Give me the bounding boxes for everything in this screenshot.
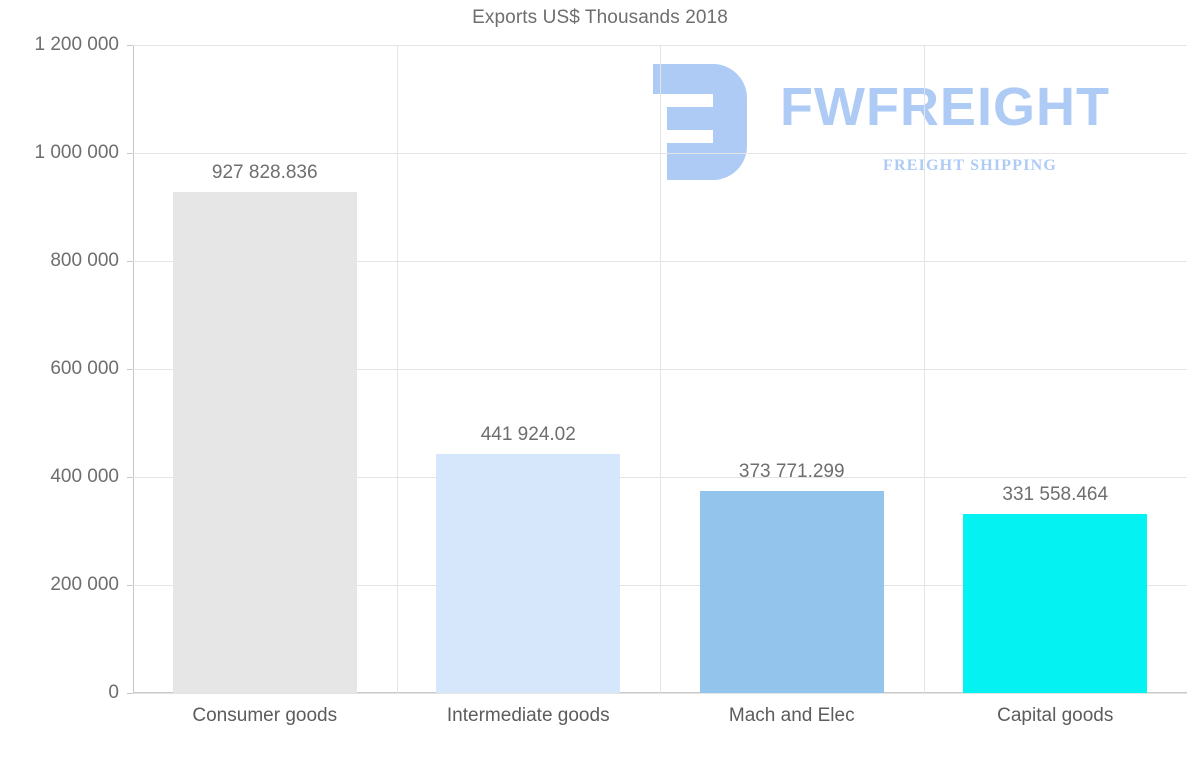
bar-value-label: 373 771.299 [738,461,845,483]
x-axis-category-label: Consumer goods [192,705,338,726]
gridline-vertical [397,45,398,693]
bar-value-label: 331 558.464 [1002,483,1109,505]
y-axis-tick-label: 200 000 [50,574,119,595]
bar-slot: 331 558.464 [924,45,1188,693]
bar-slot: 373 771.299 [660,45,924,693]
y-axis-tick-mark [127,585,133,586]
bar-slot: 441 924.02 [397,45,661,693]
bar[interactable] [963,513,1148,693]
y-axis-tick-label: 0 [108,682,119,703]
bar[interactable] [172,191,357,693]
y-axis-tick-mark [127,153,133,154]
y-axis-tick-mark [127,261,133,262]
bar-slot: 927 828.836 [133,45,397,693]
y-axis-tick-label: 1 000 000 [34,142,119,163]
gridline-vertical [660,45,661,693]
bar[interactable] [436,454,621,693]
y-axis-tick-mark [127,477,133,478]
y-axis-tick-label: 600 000 [50,358,119,379]
y-axis-tick-label: 1 200 000 [34,34,119,55]
y-axis-tick-mark [127,693,133,694]
gridline-horizontal [133,693,1187,694]
x-axis-category-label: Mach and Elec [728,705,855,726]
chart-title: Exports US$ Thousands 2018 [472,7,728,28]
y-axis-tick-mark [127,45,133,46]
x-axis-category-label: Capital goods [997,705,1114,726]
bar-value-label: 441 924.02 [480,424,576,446]
plot-area: 927 828.836 441 924.02 373 771.299 331 558.… [127,45,1188,694]
bar[interactable] [699,491,884,693]
gridline-vertical [924,45,925,693]
y-axis-tick-label: 400 000 [50,466,119,487]
y-axis-tick-mark [127,369,133,370]
x-axis-category-label: Intermediate goods [446,705,610,726]
bar-value-label: 927 828.836 [211,161,318,183]
y-axis-tick-label: 800 000 [50,250,119,271]
